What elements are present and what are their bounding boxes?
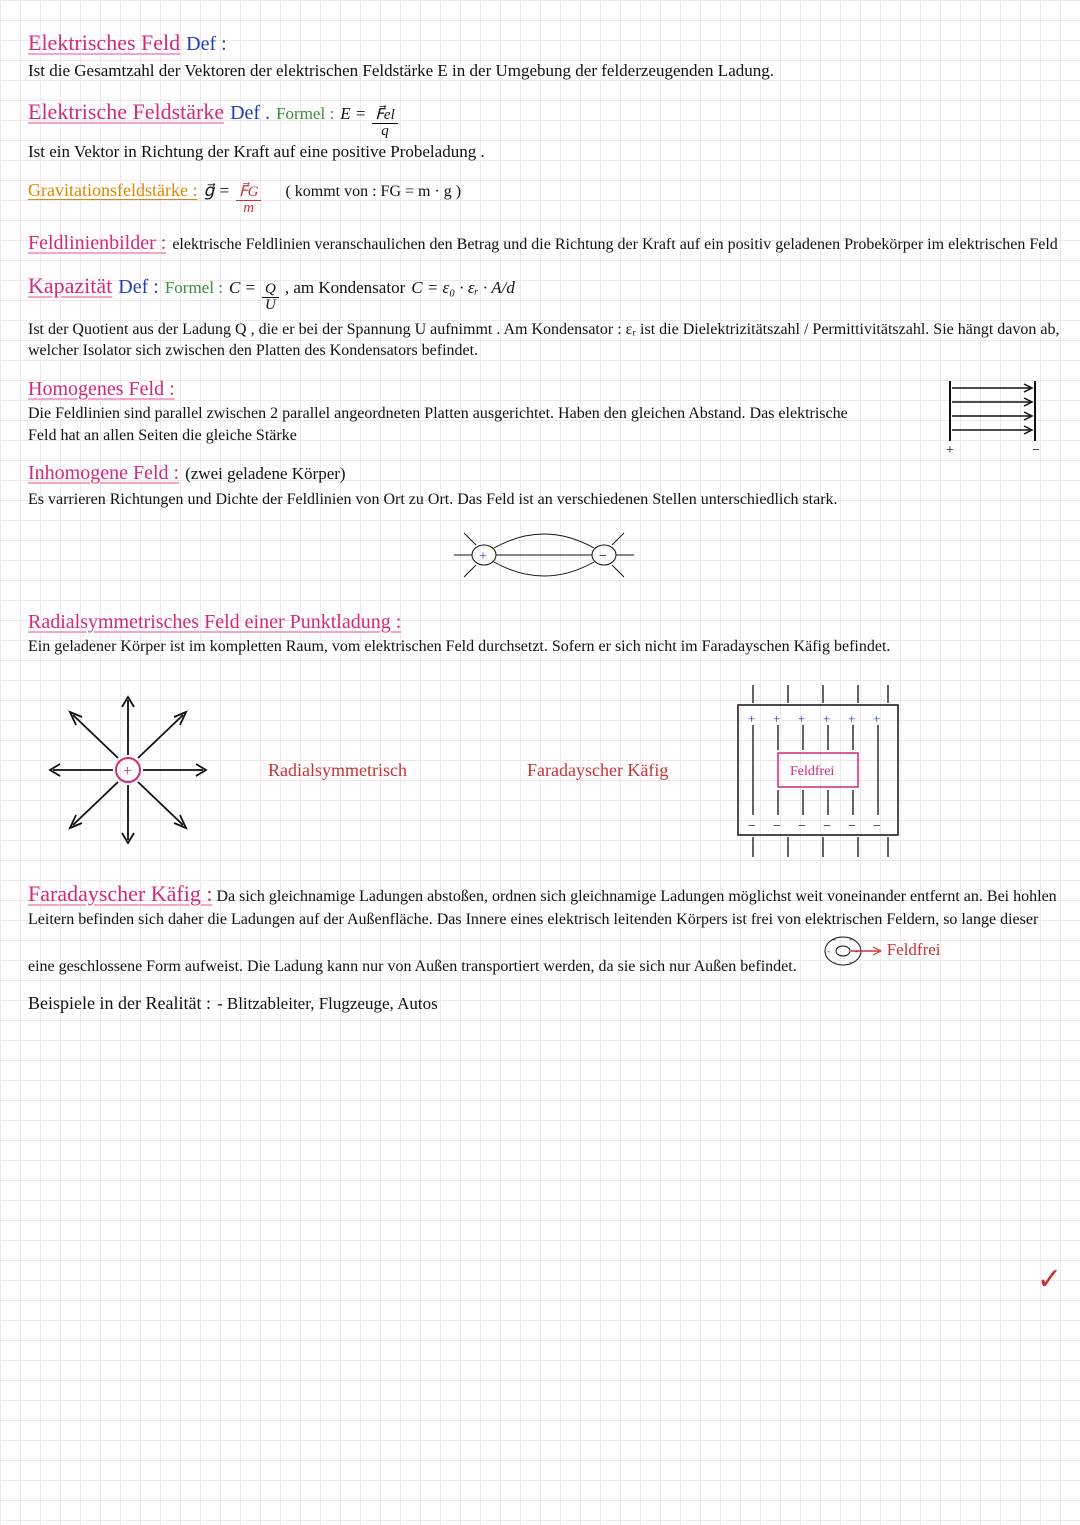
svg-text:+: +	[479, 549, 487, 564]
svg-text:+: +	[823, 711, 830, 726]
sub-text: (zwei geladene Körper)	[185, 463, 345, 486]
heading: Beispiele in der Realität :	[28, 991, 211, 1015]
section-homogen: Homogenes Feld : Die Feldlinien sind par…	[28, 376, 1060, 446]
f1-lhs: C =	[229, 277, 256, 300]
middle-text: , am Kondensator	[285, 277, 405, 300]
svg-text:-: -	[833, 957, 836, 967]
svg-text:−: −	[1032, 443, 1040, 458]
svg-text:−: −	[848, 819, 856, 834]
f2: C = ε₀ · εᵣ · A/d	[411, 277, 515, 300]
svg-text:Feldfrei: Feldfrei	[790, 764, 834, 779]
svg-text:+: +	[946, 443, 954, 458]
heading: Inhomogene Feld :	[28, 460, 179, 487]
svg-text:+: +	[748, 711, 755, 726]
heading: Elektrisches Feld	[28, 28, 180, 58]
svg-text:+: +	[873, 711, 880, 726]
section-beispiele: Beispiele in der Realität : - Blitzablei…	[28, 991, 1060, 1016]
homogen-diagram: + −	[940, 376, 1050, 456]
heading: Faradayscher Käfig :	[28, 881, 212, 906]
f1-frac: Q U	[262, 282, 279, 313]
formula-lhs: E =	[340, 103, 366, 126]
def-label: Def .	[230, 100, 270, 127]
formel-label: Formel :	[276, 103, 334, 126]
formel-label: Formel :	[165, 277, 223, 300]
faraday-cage-diagram: Feldfrei + + + + + + − − − − − −	[708, 675, 928, 865]
svg-text:−: −	[599, 549, 607, 564]
dipole-diagram: + −	[424, 515, 664, 595]
section-inhomogen: Inhomogene Feld : (zwei geladene Körper)…	[28, 460, 1060, 595]
svg-text:−: −	[773, 819, 781, 834]
svg-text:+: +	[848, 711, 855, 726]
def-label: Def :	[186, 31, 227, 58]
heading: Kapazität	[28, 271, 112, 301]
body-text: - Blitzableiter, Flugzeuge, Autos	[217, 993, 438, 1016]
heading: Elektrische Feldstärke	[28, 97, 224, 127]
svg-text:−: −	[748, 819, 756, 834]
svg-text:−: −	[823, 819, 831, 834]
section-gravitation: Gravitationsfeldstärke : g⃗ = F⃗G m ( ko…	[28, 178, 1060, 216]
svg-text:+: +	[798, 711, 805, 726]
svg-text:-: -	[827, 946, 830, 956]
radial-diagram: +	[28, 685, 228, 855]
svg-text:−: −	[873, 819, 881, 834]
body-text: Ist der Quotient aus der Ladung Q , die …	[28, 319, 1060, 362]
body-text: elektrische Feldlinien veranschaulichen …	[172, 234, 1060, 256]
heading: Radialsymmetrisches Feld einer Punktladu…	[28, 611, 401, 633]
formula-frac: F⃗G m	[236, 185, 261, 216]
heading: Homogenes Feld :	[28, 378, 175, 400]
svg-text:+: +	[123, 763, 132, 780]
heading: Feldlinienbilder :	[28, 230, 166, 257]
faraday-label: Faradayscher Käfig	[527, 758, 668, 782]
check-icon: ✓	[1037, 1260, 1062, 1301]
section-kapazitaet: Kapazität Def : Formel : C = Q U , am Ko…	[28, 271, 1060, 362]
body-text: Die Feldlinien sind parallel zwischen 2 …	[28, 403, 848, 446]
feldfrei-label: Feldfrei	[887, 939, 941, 962]
def-label: Def :	[118, 274, 159, 301]
heading: Gravitationsfeldstärke :	[28, 178, 197, 202]
body-text: Ein geladener Körper ist im kompletten R…	[28, 636, 1060, 658]
svg-text:−: −	[798, 819, 806, 834]
formula-frac: F⃗el q	[372, 108, 397, 139]
feldfrei-inline: ------ Feldfrei	[821, 931, 941, 971]
section-radial: Radialsymmetrisches Feld einer Punktladu…	[28, 609, 1060, 866]
section-faraday: Faradayscher Käfig : Da sich gleichnamig…	[28, 879, 1060, 977]
section-feldstaerke: Elektrische Feldstärke Def . Formel : E …	[28, 97, 1060, 164]
body-text: Ist die Gesamtzahl der Vektoren der elek…	[28, 60, 1060, 83]
svg-text:-: -	[833, 934, 836, 944]
body-text: Ist ein Vektor in Richtung der Kraft auf…	[28, 141, 1060, 164]
aside: ( kommt von : FG = m · g )	[285, 181, 461, 203]
svg-text:-: -	[849, 934, 852, 944]
ring-diagram: ------	[821, 931, 881, 971]
lhs: g⃗ =	[203, 180, 230, 203]
svg-text:-: -	[849, 957, 852, 967]
body-text: Es varrieren Richtungen und Dichte der F…	[28, 489, 1060, 511]
section-feldlinienbilder: Feldlinienbilder : elektrische Feldlinie…	[28, 230, 1060, 257]
radial-label: Radialsymmetrisch	[268, 758, 407, 782]
svg-text:+: +	[773, 711, 780, 726]
section-elektrisches-feld: Elektrisches Feld Def : Ist die Gesamtza…	[28, 28, 1060, 83]
